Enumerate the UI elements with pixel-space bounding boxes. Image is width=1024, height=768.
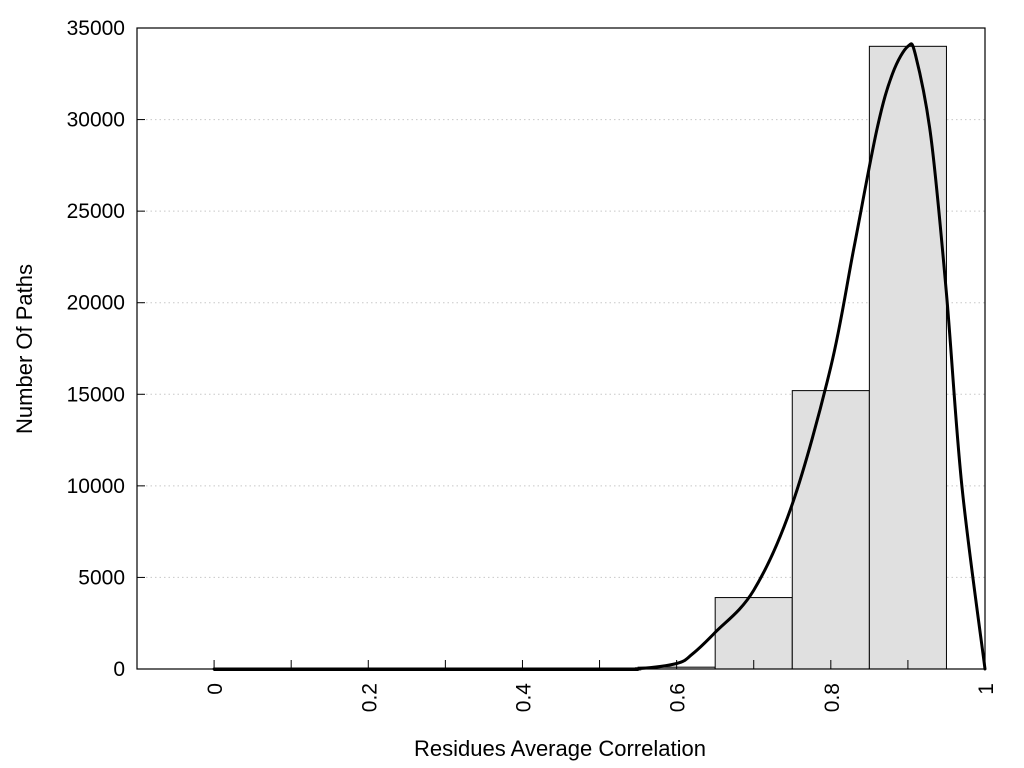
- histogram-bar: [868, 45, 947, 670]
- y-tick-label: 15000: [67, 383, 125, 406]
- x-tick-label: 0.2: [358, 683, 381, 712]
- y-tick-label: 0: [113, 658, 125, 681]
- y-tick-label: 10000: [67, 475, 125, 498]
- y-tick-label: 5000: [78, 566, 125, 589]
- axes: 0 5000 10000 15000 20000 25000 30000 35000 0 0.2 0…: [67, 17, 998, 712]
- bars: [213, 45, 947, 671]
- y-tick-label: 30000: [67, 109, 125, 132]
- y-tick-label: 20000: [67, 292, 125, 315]
- x-tick-label: 0.4: [512, 683, 535, 713]
- histogram-bar: [791, 390, 870, 670]
- histogram-bar: [714, 597, 793, 670]
- plot-frame: [136, 27, 986, 670]
- x-tick-label: 1: [975, 683, 998, 695]
- y-tick-label: 35000: [67, 17, 125, 40]
- x-tick-label: 0: [204, 683, 227, 695]
- x-axis-title: Residues Average Correlation: [414, 736, 706, 761]
- y-tick-label: 25000: [67, 200, 125, 223]
- y-axis-title: Number Of Paths: [12, 264, 37, 434]
- x-tick-label: 0.6: [667, 683, 690, 712]
- x-tick-label: 0.8: [821, 683, 844, 712]
